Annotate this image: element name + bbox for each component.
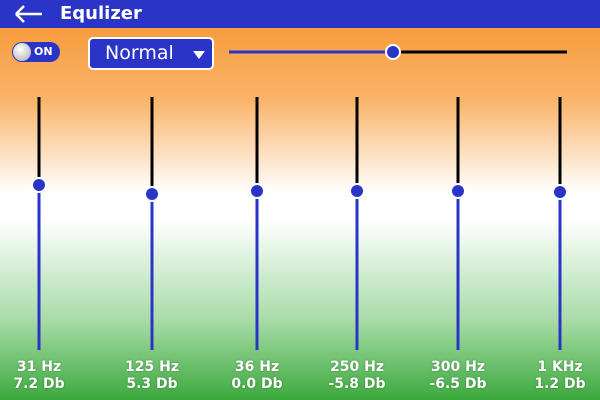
slider-knob[interactable]: [31, 177, 47, 193]
band-frequency: 31 Hz: [16, 359, 62, 375]
slider-knob[interactable]: [144, 186, 160, 202]
slider-knob[interactable]: [552, 184, 568, 200]
band-gain: 0.0 Db: [231, 376, 283, 392]
toggle-label: ON: [34, 45, 53, 58]
toggle-knob: [13, 43, 31, 61]
slider-knob[interactable]: [450, 183, 466, 199]
title: Equlizer: [60, 3, 142, 24]
preset-label: Normal: [105, 42, 174, 64]
band-gain: 1.2 Db: [534, 376, 586, 392]
power-toggle[interactable]: ON: [12, 42, 60, 62]
band-gain: -5.8 Db: [328, 376, 386, 392]
band-gain: 7.2 Db: [13, 376, 65, 392]
band-gain: 5.3 Db: [126, 376, 178, 392]
slider-knob[interactable]: [249, 183, 265, 199]
header-bar: Equlizer: [0, 0, 600, 28]
back-button[interactable]: [10, 0, 50, 28]
dropdown-arrow: [193, 51, 205, 59]
band-frequency: 125 Hz: [125, 359, 179, 375]
preset-dropdown[interactable]: Normal: [88, 37, 214, 70]
band-frequency: 300 Hz: [431, 359, 485, 375]
band-frequency: 1 KHz: [537, 359, 583, 375]
band-gain: -6.5 Db: [429, 376, 487, 392]
band-frequency: 36 Hz: [234, 359, 280, 375]
slider-knob[interactable]: [349, 183, 365, 199]
volume-knob[interactable]: [385, 44, 401, 60]
band-frequency: 250 Hz: [330, 359, 384, 375]
